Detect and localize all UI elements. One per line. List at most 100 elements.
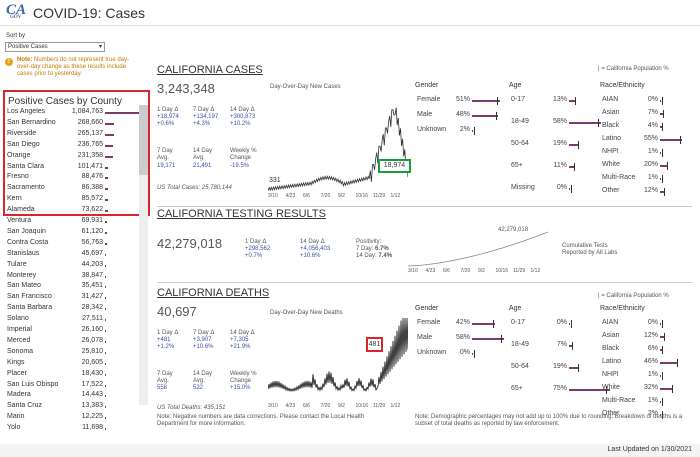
county-row[interactable]: Kern 85,572 bbox=[7, 195, 137, 205]
population-legend: | = California Population % bbox=[598, 66, 669, 72]
county-name: Fresno bbox=[7, 173, 29, 181]
x-tick-label: 10/16 bbox=[355, 193, 369, 199]
population-tick bbox=[662, 411, 663, 419]
testing-chart[interactable] bbox=[408, 228, 548, 268]
demo-label: 65+ bbox=[511, 162, 523, 169]
cases-chart[interactable] bbox=[268, 92, 408, 202]
county-row[interactable]: Imperial 26,160 bbox=[7, 326, 137, 336]
demo-label: Female bbox=[417, 319, 441, 326]
deaths-chart[interactable] bbox=[268, 318, 408, 408]
county-row[interactable]: Merced 26,078 bbox=[7, 337, 137, 347]
population-tick bbox=[664, 333, 666, 341]
county-row[interactable]: Santa Clara 101,471 bbox=[7, 163, 137, 173]
county-list: Los Angeles 1,084,763 San Bernardino 268,66… bbox=[0, 108, 140, 438]
county-row[interactable]: Marin 12,225 bbox=[7, 413, 137, 423]
county-row[interactable]: Sacramento 86,388 bbox=[7, 184, 137, 194]
testing-d14-pct: +10.6% bbox=[300, 253, 321, 259]
county-row[interactable]: San Diego 236,765 bbox=[7, 141, 137, 151]
county-bar bbox=[105, 144, 113, 147]
demo-bar bbox=[472, 100, 501, 102]
x-tick-label: 11/29 bbox=[513, 268, 526, 274]
county-value: 28,342 bbox=[81, 304, 103, 312]
county-value: 26,160 bbox=[81, 326, 103, 333]
county-row[interactable]: Yolo 11,698 bbox=[7, 424, 137, 434]
scrollbar-thumb[interactable] bbox=[139, 105, 148, 175]
county-row[interactable]: Tulare 44,203 bbox=[7, 261, 137, 271]
cases-weekly-sub: Change bbox=[230, 155, 252, 161]
county-bar bbox=[105, 330, 106, 332]
cases-weekly-label: Weekly % bbox=[230, 148, 257, 154]
deaths-avg7-label: 7 Day bbox=[157, 371, 173, 377]
county-value: 12,225 bbox=[81, 413, 103, 421]
demo-label: Male bbox=[417, 334, 433, 341]
demo-label: AIAN bbox=[602, 319, 619, 326]
sort-select[interactable]: Positive Cases ▾ bbox=[5, 42, 105, 52]
testing-x-axis: 3/10 4/23 6/6 7/20 9/2 10/16 11/29 1/12 bbox=[408, 268, 548, 276]
testing-caption-1: Cumulative Tests bbox=[562, 243, 608, 249]
deaths-section-title[interactable]: CALIFORNIA DEATHS bbox=[157, 287, 270, 299]
county-value: 61,120 bbox=[81, 227, 103, 235]
county-bar bbox=[105, 351, 106, 354]
demo-label: 0-17 bbox=[511, 96, 526, 103]
x-tick-label: 3/10 bbox=[408, 268, 418, 274]
deaths-d14-value: +7,305 bbox=[230, 337, 249, 343]
county-row[interactable]: Sonoma 25,810 bbox=[7, 348, 137, 358]
county-row[interactable]: Santa Cruz 13,383 bbox=[7, 402, 137, 412]
county-name: Ventura bbox=[7, 217, 32, 224]
county-row[interactable]: Kings 20,605 bbox=[7, 359, 137, 369]
demo-label: Other bbox=[602, 187, 620, 194]
cases-d1-label: 1 Day Δ bbox=[157, 107, 179, 113]
cases-d14-value: +300,873 bbox=[230, 114, 256, 120]
x-tick-label: 1/12 bbox=[530, 268, 541, 274]
x-tick-label: 6/6 bbox=[443, 268, 450, 274]
county-name: Orange bbox=[7, 151, 31, 159]
population-tick bbox=[474, 350, 475, 358]
demo-value: 1% bbox=[647, 371, 658, 378]
deaths-d7-pct: +10.6% bbox=[193, 344, 214, 350]
county-row[interactable]: Los Angeles 1,084,763 bbox=[7, 108, 140, 118]
demo-label: 65+ bbox=[511, 385, 523, 392]
testing-d14-label: 14 Day Δ bbox=[300, 239, 325, 245]
county-row[interactable]: Riverside 265,137 bbox=[7, 130, 137, 140]
county-name: Santa Clara bbox=[7, 162, 44, 170]
county-value: 236,765 bbox=[77, 140, 103, 148]
positivity-7day: 7 Day: 6.7% bbox=[356, 246, 389, 252]
county-name: San Francisco bbox=[7, 293, 52, 301]
county-bar bbox=[105, 155, 113, 158]
county-row[interactable]: San Mateo 35,451 bbox=[7, 282, 137, 292]
county-bar bbox=[105, 112, 140, 114]
county-name: San Mateo bbox=[7, 282, 41, 290]
testing-section-title[interactable]: CALIFORNIA TESTING RESULTS bbox=[157, 208, 326, 220]
demo-bar bbox=[569, 345, 573, 347]
demo-label: Multi-Race bbox=[602, 174, 636, 181]
county-row[interactable]: Fresno 88,476 bbox=[7, 173, 137, 183]
scrollbar-track[interactable] bbox=[139, 105, 148, 405]
county-row[interactable]: San Luis Obispo 17,522 bbox=[7, 381, 137, 391]
deaths-avg14-label: 14 Day bbox=[193, 371, 213, 377]
county-row[interactable]: San Francisco 31,427 bbox=[7, 293, 137, 303]
population-tick bbox=[571, 185, 572, 193]
county-row[interactable]: Solano 27,511 bbox=[7, 315, 137, 325]
county-row[interactable]: Orange 231,358 bbox=[7, 152, 137, 162]
county-row[interactable]: Monterey 38,847 bbox=[7, 272, 137, 282]
county-row[interactable]: Contra Costa 56,763 bbox=[7, 239, 137, 249]
county-row[interactable]: Ventura 69,931 bbox=[7, 217, 137, 227]
county-row[interactable]: Alameda 73,622 bbox=[7, 206, 137, 216]
county-value: 56,763 bbox=[81, 238, 103, 246]
demo-label: AIAN bbox=[602, 96, 619, 103]
county-value: 27,511 bbox=[82, 315, 103, 323]
demo-bar bbox=[660, 375, 661, 377]
county-row[interactable]: Santa Barbara 28,342 bbox=[7, 304, 137, 314]
county-row[interactable]: Placer 18,430 bbox=[7, 370, 137, 380]
county-name: Santa Barbara bbox=[7, 304, 53, 312]
county-row[interactable]: San Bernardino 268,660 bbox=[7, 119, 137, 129]
demo-label: Missing bbox=[511, 184, 535, 191]
county-row[interactable]: Madera 14,443 bbox=[7, 391, 137, 401]
county-row[interactable]: Stanislaus 45,697 bbox=[7, 250, 137, 260]
demo-label: Female bbox=[417, 96, 441, 103]
county-value: 101,471 bbox=[77, 162, 103, 170]
ca-gov-logo[interactable]: CA GOV bbox=[6, 2, 27, 20]
cases-section-title[interactable]: CALIFORNIA CASES bbox=[157, 64, 263, 76]
county-row[interactable]: San Joaquin 61,120 bbox=[7, 228, 137, 238]
county-name: Marin bbox=[7, 413, 25, 421]
